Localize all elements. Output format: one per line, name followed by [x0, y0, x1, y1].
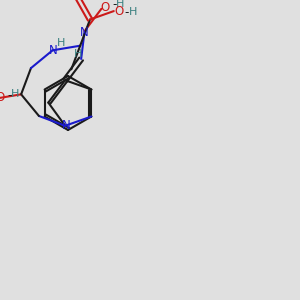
Text: H: H	[74, 49, 82, 59]
Text: -: -	[7, 89, 11, 102]
Text: N: N	[49, 44, 58, 57]
Text: -: -	[112, 0, 117, 11]
Text: O: O	[78, 0, 87, 3]
Text: O: O	[0, 91, 5, 104]
Text: O: O	[114, 4, 123, 18]
Text: H: H	[116, 0, 124, 9]
Text: -: -	[124, 6, 129, 19]
Text: N: N	[80, 26, 89, 39]
Text: H: H	[129, 7, 137, 17]
Text: H: H	[57, 38, 66, 48]
Text: O: O	[101, 1, 110, 14]
Text: H: H	[11, 89, 20, 100]
Text: N: N	[62, 119, 70, 132]
